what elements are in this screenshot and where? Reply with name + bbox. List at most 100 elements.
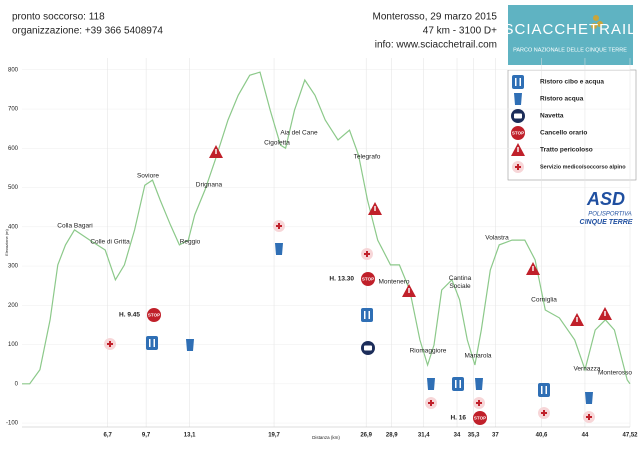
icon-med xyxy=(428,400,434,406)
icon-food xyxy=(515,78,517,86)
icon-stop xyxy=(511,126,525,140)
icon-stop xyxy=(361,272,375,286)
header-text: info: www.sciacchetrail.com xyxy=(375,40,497,51)
legend-label: Tratto pericoloso xyxy=(540,147,593,154)
legend-box xyxy=(507,69,637,181)
y-tick-label: 300 xyxy=(8,264,19,270)
icon-med xyxy=(364,251,370,257)
legend-label: Navetta xyxy=(540,113,564,120)
icon-water xyxy=(427,378,435,390)
icon-bus xyxy=(514,113,522,119)
icon-warn xyxy=(532,266,534,271)
icon-food xyxy=(146,336,158,350)
icon-med xyxy=(107,341,113,347)
logo-grape xyxy=(593,15,599,21)
cutoff-label: H. 13.30 xyxy=(329,276,354,283)
place-label: Soviore xyxy=(137,173,159,180)
y-tick-label: 0 xyxy=(15,381,19,387)
icon-food xyxy=(452,377,464,391)
place-label-line: Sociale xyxy=(449,283,471,290)
x-tick-label: 6,7 xyxy=(104,433,113,439)
place-label: Drignana xyxy=(196,182,223,189)
icon-warn xyxy=(517,147,519,152)
icon-stop: STOP xyxy=(474,416,486,421)
logo-grape xyxy=(597,21,603,27)
place-label: Cigoletta xyxy=(264,140,290,147)
place-label: Vernazza xyxy=(573,366,600,373)
place-label-line: Cantina xyxy=(449,275,472,282)
icon-food xyxy=(368,311,370,319)
icon-water xyxy=(475,378,483,390)
place-label: Telegrafo xyxy=(354,154,381,161)
legend-label: Servizio medico/soccorso alpino xyxy=(540,164,626,170)
icon-food xyxy=(545,386,547,394)
icon-food xyxy=(512,75,524,89)
x-tick-label: 31,4 xyxy=(418,433,430,439)
icon-warn xyxy=(408,288,410,293)
icon-warn xyxy=(576,317,578,322)
place-label: Colle di Gritta xyxy=(90,239,130,246)
x-tick-label: 26,9 xyxy=(360,433,372,439)
icon-water xyxy=(186,339,194,351)
y-axis-title: Elevazione (m) xyxy=(4,229,9,256)
icon-stop: STOP xyxy=(362,277,374,282)
place-label: Aia del Cane xyxy=(280,130,318,137)
x-tick-label: 35,3 xyxy=(468,433,480,439)
header-text: organizzazione: +39 366 5408974 xyxy=(12,26,163,37)
legend-label: Ristoro acqua xyxy=(540,96,584,103)
icon-food xyxy=(149,339,151,347)
y-tick-label: 800 xyxy=(8,67,19,73)
x-tick-label: 19,7 xyxy=(268,433,280,439)
icon-stop xyxy=(147,308,161,322)
icon-water xyxy=(585,392,593,404)
cutoff-label: H. 9.45 xyxy=(119,312,140,319)
icon-warn xyxy=(374,206,376,211)
header-text: Monterosso, 29 marzo 2015 xyxy=(372,12,497,23)
icon-water xyxy=(275,243,283,255)
icon-stop: STOP xyxy=(148,313,160,318)
x-tick-label: 9,7 xyxy=(142,433,151,439)
sponsor-text: CINQUE TERRE xyxy=(580,219,633,226)
y-tick-label: 500 xyxy=(8,185,19,191)
y-tick-label: 200 xyxy=(8,303,19,309)
logo-subtitle: PARCO NAZIONALE DELLE CINQUE TERRE xyxy=(513,47,627,53)
icon-warn xyxy=(604,311,606,316)
icon-food xyxy=(519,78,521,86)
y-tick-label: 700 xyxy=(8,107,19,113)
icon-bus xyxy=(364,345,372,351)
icon-food xyxy=(364,311,366,319)
icon-med xyxy=(276,223,282,229)
logo-box xyxy=(508,5,633,65)
x-axis-title: Distanza (km) xyxy=(312,435,340,440)
x-tick-label: 44 xyxy=(582,433,589,439)
icon-food xyxy=(455,380,457,388)
icon-food xyxy=(459,380,461,388)
place-label: Monterosso xyxy=(598,370,632,377)
place-label: Colla Bagari xyxy=(57,223,92,230)
y-tick-label: 100 xyxy=(8,342,19,348)
icon-food xyxy=(541,386,543,394)
place-label: Manarola xyxy=(464,353,491,360)
y-tick-label: 400 xyxy=(8,224,19,230)
icon-food xyxy=(361,308,373,322)
place-label: Montenero xyxy=(378,279,409,286)
icon-stop: STOP xyxy=(512,131,524,136)
sponsor: ASD POLISPORTIVA CINQUE TERRE xyxy=(580,189,633,226)
icon-food xyxy=(538,383,550,397)
place-label: Corniglia xyxy=(531,297,557,304)
place-label: Volastra xyxy=(485,235,509,242)
elevation-line xyxy=(22,71,631,385)
legend-label: Ristoro cibo e acqua xyxy=(540,79,604,86)
x-tick-label: 37 xyxy=(492,433,499,439)
header-text: 47 km - 3100 D+ xyxy=(423,26,497,37)
x-tick-label: 34 xyxy=(454,433,461,439)
place-label: Riomaggiore xyxy=(410,348,447,355)
logo-title: SCIACCHETRAIL xyxy=(503,21,636,38)
icon-med xyxy=(476,400,482,406)
icon-stop xyxy=(473,411,487,425)
icon-water xyxy=(514,93,522,105)
icon-food xyxy=(153,339,155,347)
cutoff-label: H. 16 xyxy=(450,415,466,422)
